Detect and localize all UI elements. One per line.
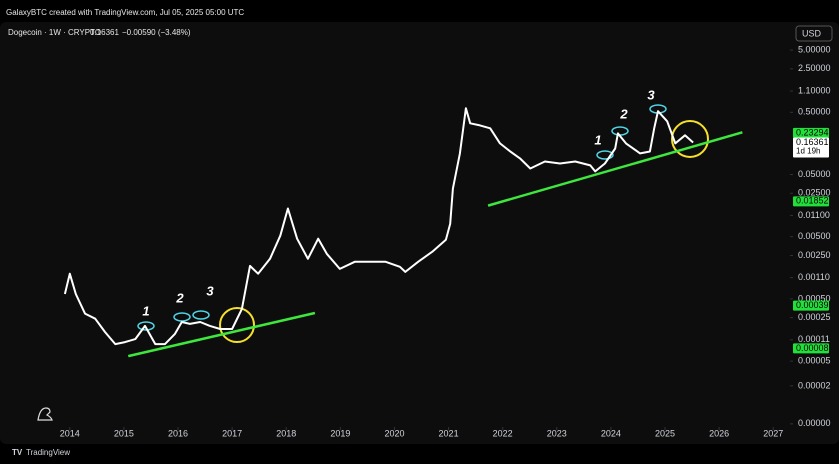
x-tick-label: 2027 bbox=[763, 428, 783, 438]
y-tick-label: 0.00025 bbox=[798, 312, 831, 322]
annotation: 3 bbox=[206, 283, 214, 298]
credit: GalaxyBTC created with TradingView.com, … bbox=[6, 8, 244, 17]
y-tick-label: 0.05000 bbox=[798, 169, 831, 179]
highlight-circle bbox=[219, 307, 255, 343]
price-label: 0.00008 bbox=[796, 343, 829, 353]
peak-mark bbox=[173, 312, 191, 322]
trendline bbox=[487, 131, 743, 207]
x-tick-label: 2025 bbox=[655, 428, 675, 438]
x-tick-label: 2021 bbox=[439, 428, 459, 438]
price-label: 0.23294 bbox=[796, 127, 829, 137]
y-tick-label: 1.10000 bbox=[798, 85, 831, 95]
trendline bbox=[127, 311, 316, 358]
annotation: 2 bbox=[619, 106, 628, 121]
currency[interactable]: USD bbox=[802, 28, 822, 38]
y-tick-label: 0.02500 bbox=[798, 188, 831, 198]
brand: TradingView bbox=[26, 448, 70, 457]
price-label: 0.16361 bbox=[796, 137, 829, 147]
change: −0.00590 (−3.48%) bbox=[122, 28, 191, 37]
x-tick-label: 2016 bbox=[168, 428, 188, 438]
dino-icon bbox=[37, 407, 53, 421]
peak-mark bbox=[596, 150, 614, 160]
price-label-box bbox=[793, 127, 829, 138]
x-tick-label: 2019 bbox=[330, 428, 350, 438]
x-tick-label: 2018 bbox=[276, 428, 296, 438]
x-tick-label: 2022 bbox=[493, 428, 513, 438]
y-tick-label: 0.00011 bbox=[798, 334, 830, 344]
highlight-circle bbox=[671, 120, 709, 158]
y-tick-label: 0.00005 bbox=[798, 355, 831, 365]
y-tick-label: 5.00000 bbox=[798, 44, 831, 54]
price-label-box bbox=[793, 137, 829, 158]
peak-mark bbox=[192, 310, 210, 320]
annotation: 1 bbox=[142, 303, 149, 318]
price-label: 0.00039 bbox=[796, 300, 829, 310]
x-tick-label: 2026 bbox=[709, 428, 729, 438]
y-tick-label: 0.00000 bbox=[798, 418, 831, 428]
annotation: 3 bbox=[647, 87, 655, 102]
x-tick-label: 2023 bbox=[547, 428, 567, 438]
price-label-box bbox=[793, 343, 829, 354]
price-line bbox=[63, 107, 694, 346]
y-tick-label: 0.00050 bbox=[798, 293, 831, 303]
x-tick-label: 2015 bbox=[114, 428, 134, 438]
y-tick-label: 0.00110 bbox=[798, 272, 830, 282]
x-tick-label: 2024 bbox=[601, 428, 621, 438]
price-label-box bbox=[793, 300, 829, 311]
brand-logo: TV bbox=[12, 448, 23, 457]
peak-mark bbox=[137, 321, 155, 331]
annotation: 1 bbox=[594, 132, 601, 147]
price-label: 0.01852 bbox=[796, 196, 829, 206]
x-tick-label: 2014 bbox=[60, 428, 80, 438]
currency-box[interactable] bbox=[795, 25, 833, 42]
countdown: 1d 19h bbox=[796, 147, 820, 156]
y-tick-label: 0.00500 bbox=[798, 231, 831, 241]
y-tick-label: 0.00002 bbox=[798, 380, 831, 390]
y-tick-label: 0.01100 bbox=[798, 210, 830, 220]
x-tick-label: 2017 bbox=[222, 428, 242, 438]
y-tick-label: 2.50000 bbox=[798, 63, 831, 73]
symbol: Dogecoin · 1W · CRYPTO bbox=[8, 28, 101, 37]
chart-panel bbox=[0, 22, 839, 444]
y-tick-label: 0.50000 bbox=[798, 107, 831, 117]
last-price: 0.16361 bbox=[90, 28, 119, 37]
x-tick-label: 2020 bbox=[384, 428, 404, 438]
price-label-box bbox=[793, 196, 829, 207]
annotation: 2 bbox=[175, 290, 184, 305]
y-tick-label: 0.00250 bbox=[798, 250, 831, 260]
